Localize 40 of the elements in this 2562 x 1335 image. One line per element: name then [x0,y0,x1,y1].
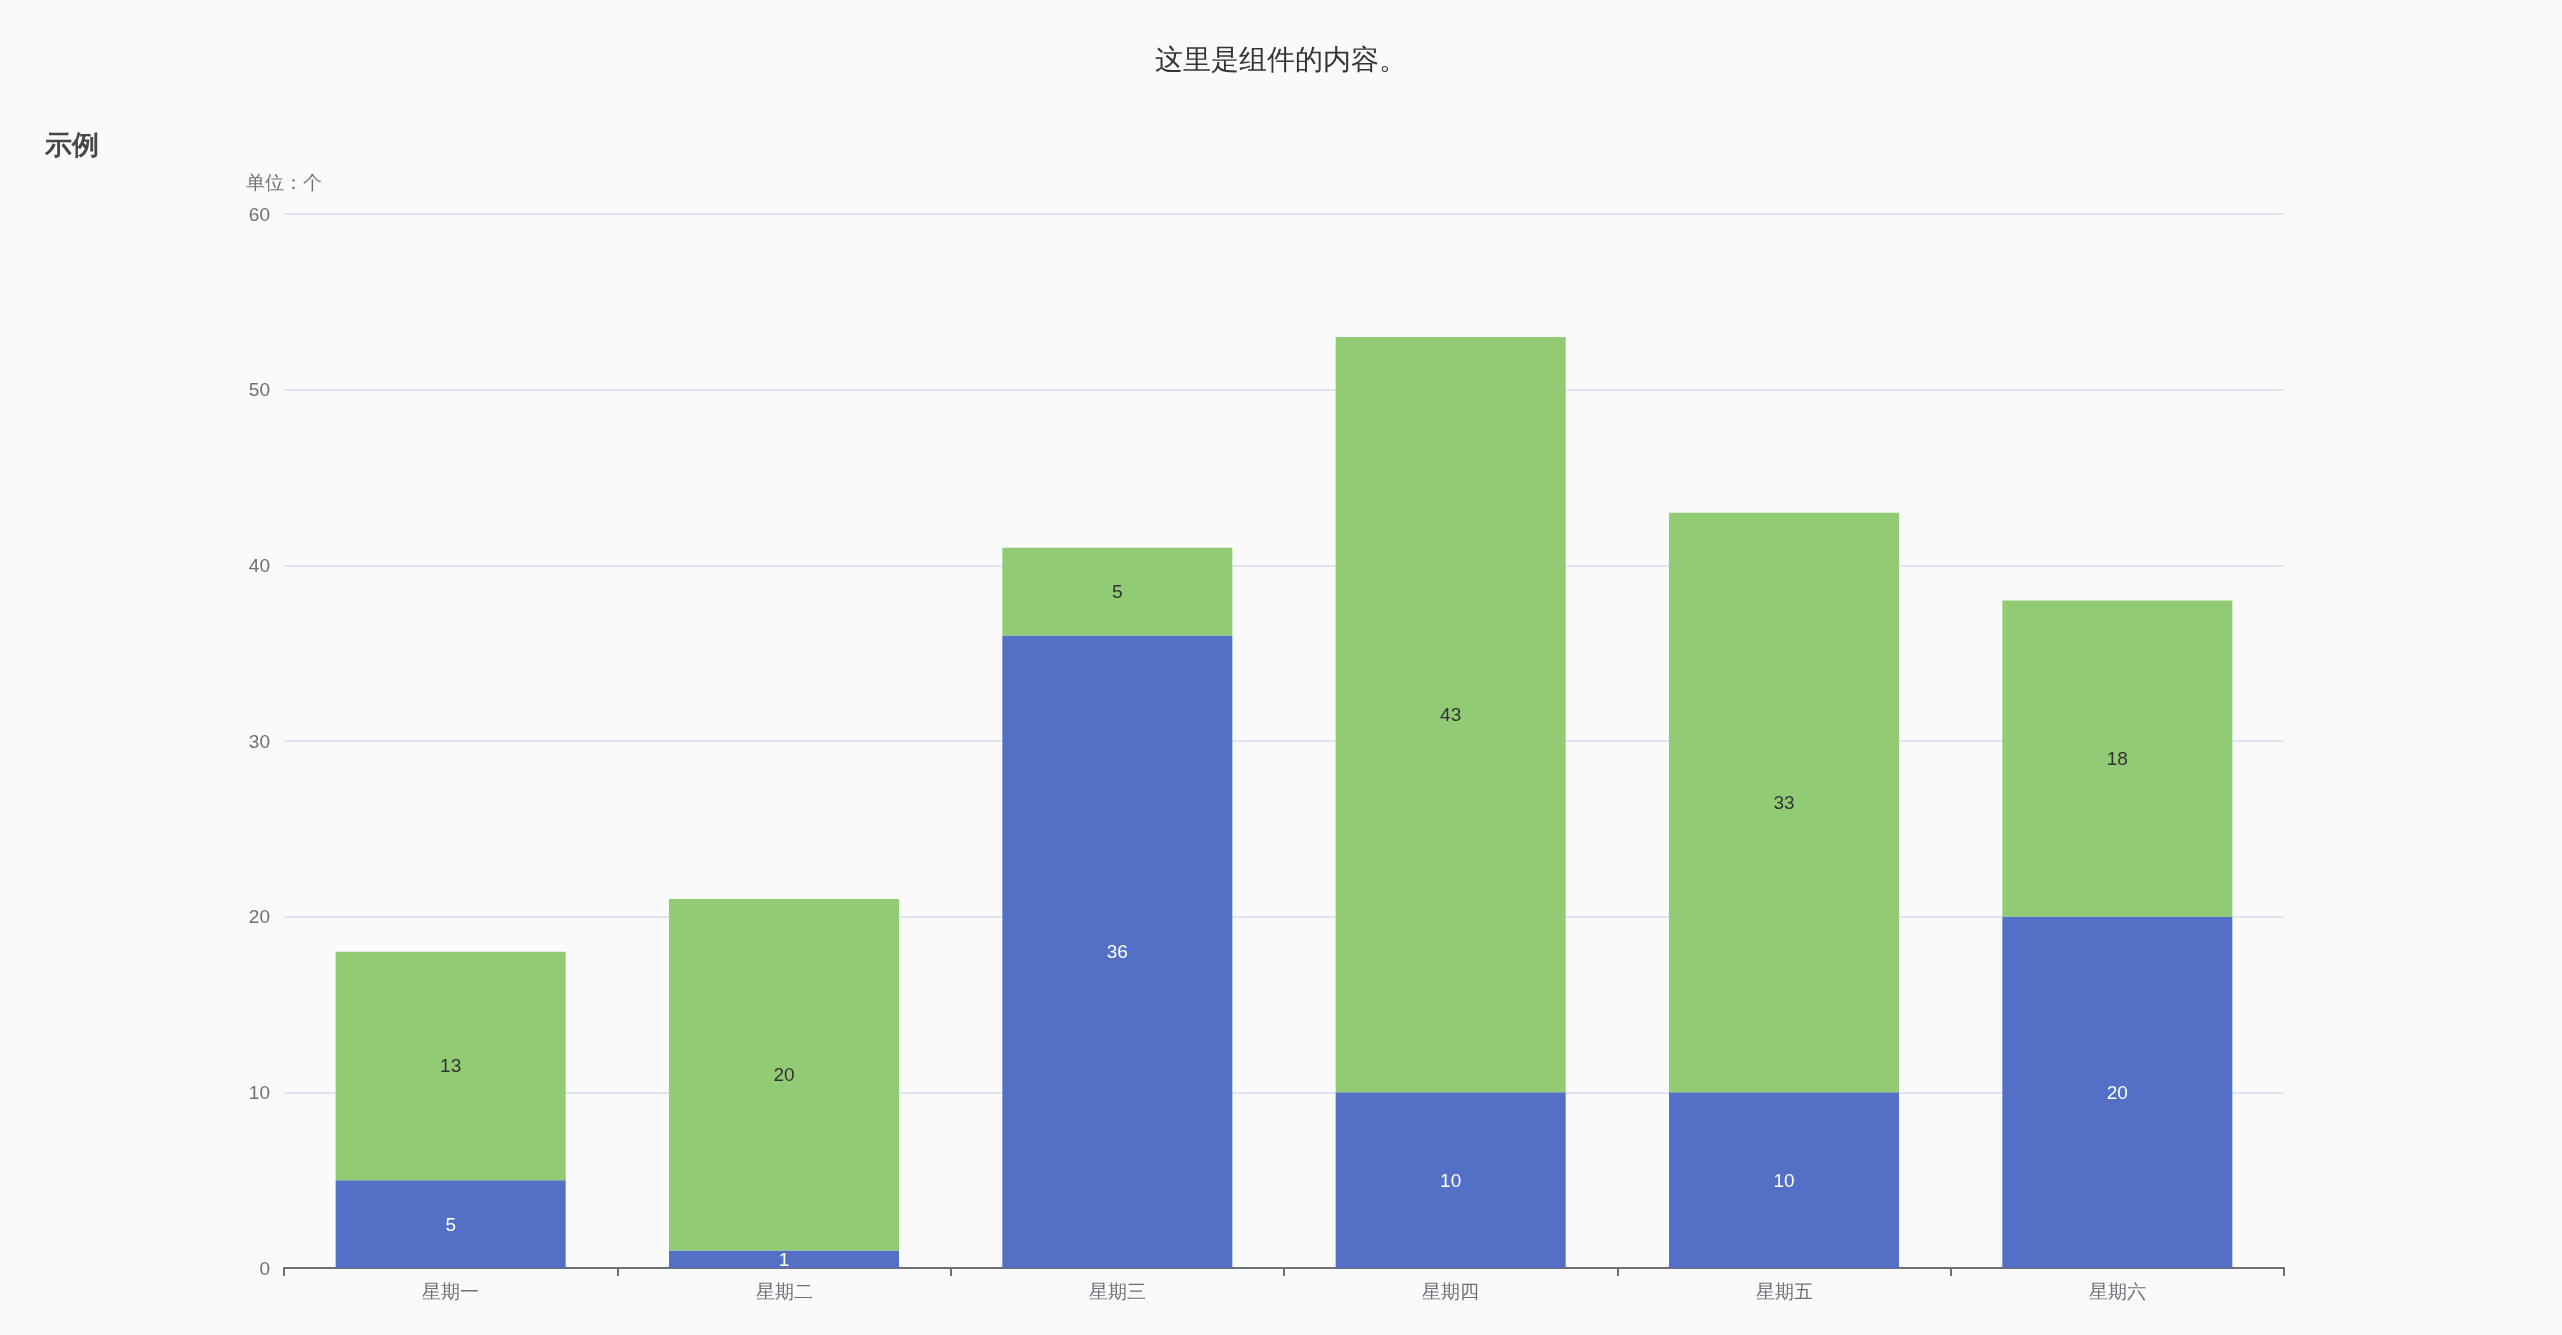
data-label: 10 [1440,1169,1462,1191]
data-label: 43 [1440,704,1462,726]
y-tick-label: 50 [248,379,270,401]
data-label: 10 [1773,1169,1795,1191]
bar [1669,512,1899,1093]
y-tick-label: 40 [248,554,270,576]
y-axis-title: 单位：个 [246,172,322,193]
bar [1002,547,1233,636]
data-label: 5 [445,1213,456,1235]
data-label: 13 [440,1055,462,1077]
y-tick-label: 30 [248,730,270,752]
x-tick-label: 星期六 [2088,1281,2146,1302]
x-tick-label: 星期五 [1755,1281,1813,1302]
bar [1335,1092,1566,1268]
bar [1002,635,1233,1268]
data-label: 20 [773,1064,795,1086]
bar [2002,600,2233,917]
bar [335,1180,566,1268]
y-tick-label: 10 [248,1081,270,1103]
data-label: 18 [2106,748,2128,770]
chart-subtitle: 示例 [44,129,99,160]
data-label: 1 [778,1248,790,1270]
x-tick-label: 星期四 [1422,1281,1480,1302]
chart-title: 这里是组件的内容。 [1155,43,1407,75]
x-tick-label: 星期三 [1088,1281,1146,1302]
data-label: 36 [1106,941,1128,963]
bar [2002,916,2233,1268]
y-tick-label: 0 [259,1257,270,1279]
bar [335,951,566,1181]
bar [1669,1092,1899,1268]
bar [1335,336,1566,1093]
y-tick-label: 20 [248,906,270,928]
bar [669,1250,899,1268]
bar [669,899,899,1251]
data-label: 20 [2106,1081,2128,1103]
data-label: 5 [1112,581,1123,603]
x-tick-label: 星期二 [755,1281,813,1302]
y-tick-label: 60 [248,203,270,225]
data-label: 33 [1773,791,1795,813]
x-tick-label: 星期一 [422,1281,480,1302]
